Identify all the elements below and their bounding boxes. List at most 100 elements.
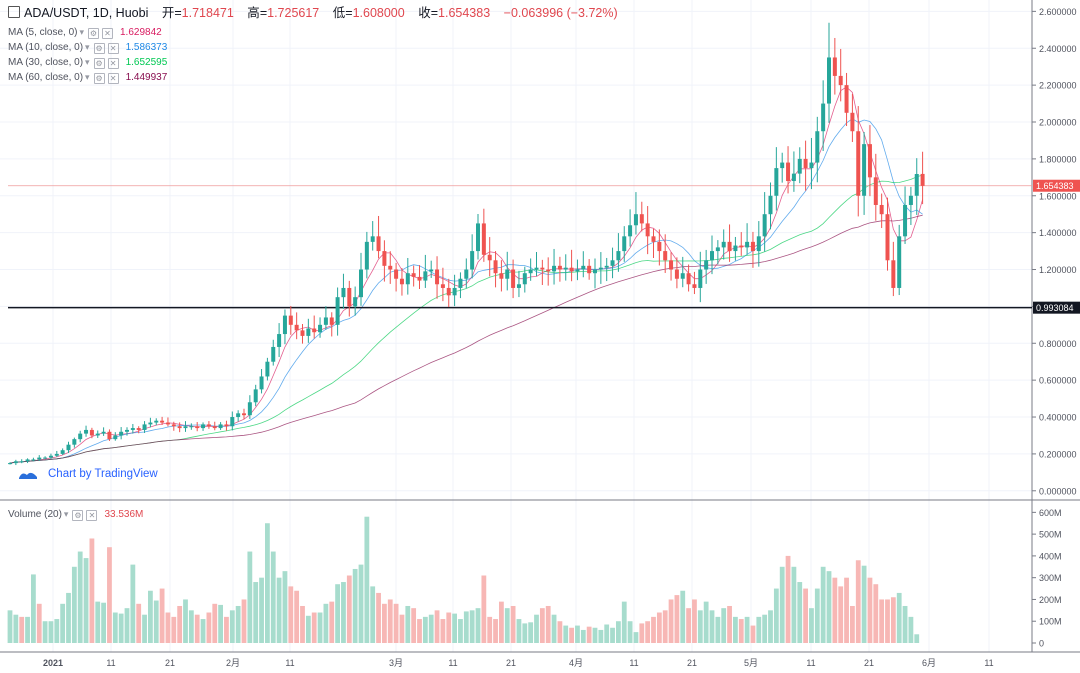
candle-body (803, 158, 808, 169)
candle-body (359, 269, 363, 298)
close-icon[interactable]: ✕ (107, 73, 119, 84)
volume-bar (206, 612, 212, 643)
candle-body (78, 433, 83, 440)
candle-body (856, 131, 861, 196)
volume-bar (575, 625, 580, 643)
candle-body (552, 265, 557, 272)
chevron-down-icon[interactable]: ▾ (85, 42, 90, 52)
close-icon[interactable]: ✕ (107, 43, 119, 54)
chevron-down-icon[interactable]: ▾ (85, 72, 90, 82)
volume-legend[interactable]: Volume (20) ▾ ⚙ ✕ 33.536M (8, 507, 143, 522)
candle-body (253, 389, 258, 403)
candle-body (119, 431, 124, 436)
candle-body (312, 328, 317, 333)
volume-bar (580, 629, 586, 643)
candle-body (54, 453, 59, 456)
price-tick-label: 1.800000 (1039, 154, 1077, 164)
candle-body (791, 173, 796, 182)
close-icon[interactable]: ✕ (86, 510, 98, 521)
volume-bar (604, 624, 610, 643)
tradingview-watermark[interactable]: Chart by TradingView (18, 468, 158, 480)
symbol-label[interactable]: ADA/USDT, 1D, Huobi (24, 6, 149, 20)
volume-bar (434, 610, 440, 643)
volume-tick-label: 100M (1039, 617, 1062, 627)
candle-body (557, 265, 562, 270)
volume-bar (662, 610, 668, 643)
collapse-icon[interactable] (8, 6, 20, 18)
ma10-legend[interactable]: MA (10, close, 0) ▾ ⚙ ✕ 1.586373 (8, 40, 167, 55)
chevron-down-icon[interactable]: ▾ (85, 57, 90, 67)
ma10-label[interactable]: MA (10, close, 0) (8, 42, 84, 53)
settings-icon[interactable]: ⚙ (93, 58, 105, 69)
candle-body (259, 376, 264, 390)
volume-bar (194, 614, 200, 643)
time-tick-label: 11 (106, 658, 115, 668)
volume-bar (820, 566, 826, 643)
volume-bar (844, 577, 849, 643)
candle-body (224, 424, 229, 427)
candle-body (569, 267, 574, 272)
volume-bar (551, 614, 557, 643)
close-icon[interactable]: ✕ (107, 58, 119, 69)
volume-bar (803, 588, 808, 643)
volume-bar (522, 623, 528, 643)
volume-bar (311, 612, 317, 643)
ma30-legend[interactable]: MA (30, close, 0) ▾ ⚙ ✕ 1.652595 (8, 55, 167, 70)
candle-body (177, 426, 182, 429)
chevron-down-icon[interactable]: ▾ (79, 27, 84, 37)
ma60-legend[interactable]: MA (60, close, 0) ▾ ⚙ ✕ 1.449937 (8, 70, 167, 85)
candle-body (704, 260, 709, 270)
settings-icon[interactable]: ⚙ (72, 510, 84, 521)
time-tick-label: 2月 (226, 658, 240, 668)
candle-body (89, 429, 94, 436)
candle-body (440, 284, 445, 288)
time-tick-label: 3月 (389, 658, 403, 668)
volume-bar (861, 565, 867, 643)
volume-bar (200, 619, 206, 643)
volume-bar (300, 605, 305, 643)
candle-body (476, 223, 480, 252)
volume-bar (504, 608, 510, 643)
ma5-label[interactable]: MA (5, close, 0) (8, 27, 78, 38)
volume-bar (762, 614, 768, 643)
volume-bar (639, 623, 645, 643)
volume-bar (31, 574, 36, 643)
watermark-label[interactable]: Chart by TradingView (48, 468, 158, 480)
support-price-label-box (1033, 301, 1080, 314)
candle-body (774, 168, 779, 196)
ma10-line (9, 118, 923, 464)
ma60-label[interactable]: MA (60, close, 0) (8, 72, 84, 83)
candle-body (458, 278, 463, 288)
candle-body (388, 265, 393, 270)
close-icon[interactable]: ✕ (102, 28, 113, 39)
volume-bar (516, 619, 522, 643)
candle-body (674, 269, 679, 279)
price-tick-label: 0.000000 (1039, 486, 1077, 496)
volume-bar (393, 603, 399, 643)
chevron-down-icon[interactable]: ▾ (63, 509, 69, 519)
change-value: −0.063996 (−3.72%) (503, 6, 618, 20)
candle-body (522, 273, 527, 285)
price-tick-label: 2.400000 (1039, 44, 1077, 54)
volume-bar (773, 588, 779, 643)
settings-icon[interactable]: ⚙ (93, 43, 105, 54)
volume-label[interactable]: Volume (20) (8, 509, 62, 520)
volume-bar (481, 575, 487, 643)
settings-icon[interactable]: ⚙ (88, 28, 99, 39)
volume-bar (475, 608, 481, 643)
volume-bar (499, 601, 504, 643)
candle-body (493, 260, 498, 274)
volume-bar (36, 603, 42, 643)
time-tick-label: 21 (687, 658, 697, 668)
last-price-label-box (1033, 179, 1080, 192)
volume-bar (259, 577, 264, 643)
volume-bar (136, 603, 142, 643)
volume-bar (323, 603, 329, 643)
settings-icon[interactable]: ⚙ (93, 73, 105, 84)
volume-bar (165, 612, 171, 643)
candle-body (511, 269, 516, 288)
ma30-label[interactable]: MA (30, close, 0) (8, 57, 84, 68)
candle-body (31, 459, 36, 461)
ma5-legend[interactable]: MA (5, close, 0) ▾ ⚙ ✕ 1.629842 (8, 25, 162, 40)
